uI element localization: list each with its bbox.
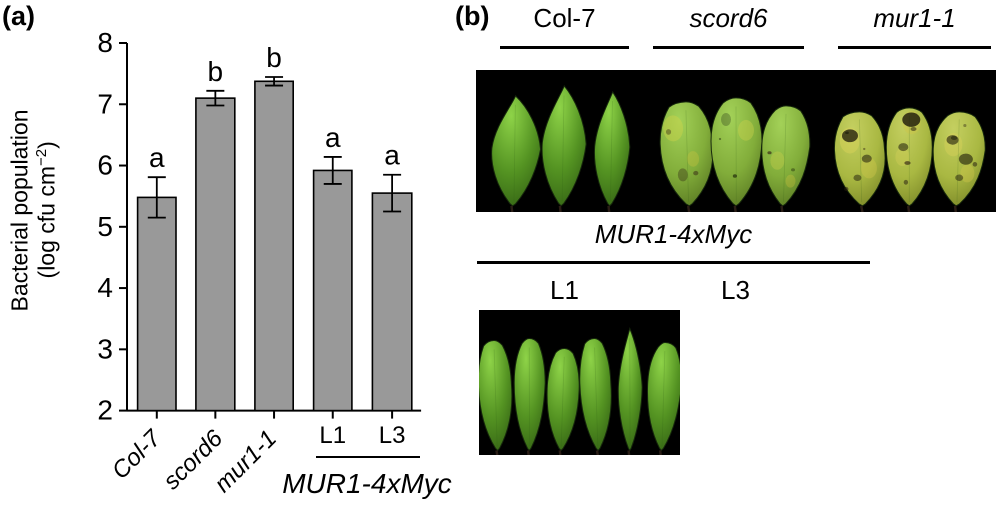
- svg-text:b: b: [266, 42, 282, 73]
- svg-text:4: 4: [97, 272, 113, 303]
- svg-text:5: 5: [97, 211, 113, 242]
- svg-text:6: 6: [97, 150, 113, 181]
- svg-text:a: a: [149, 142, 165, 173]
- svg-text:8: 8: [97, 27, 113, 58]
- svg-text:a: a: [325, 122, 341, 153]
- svg-text:3: 3: [97, 333, 113, 364]
- svg-text:2: 2: [97, 395, 113, 426]
- svg-text:b: b: [208, 56, 224, 87]
- svg-text:a: a: [384, 140, 400, 171]
- svg-text:7: 7: [97, 88, 113, 119]
